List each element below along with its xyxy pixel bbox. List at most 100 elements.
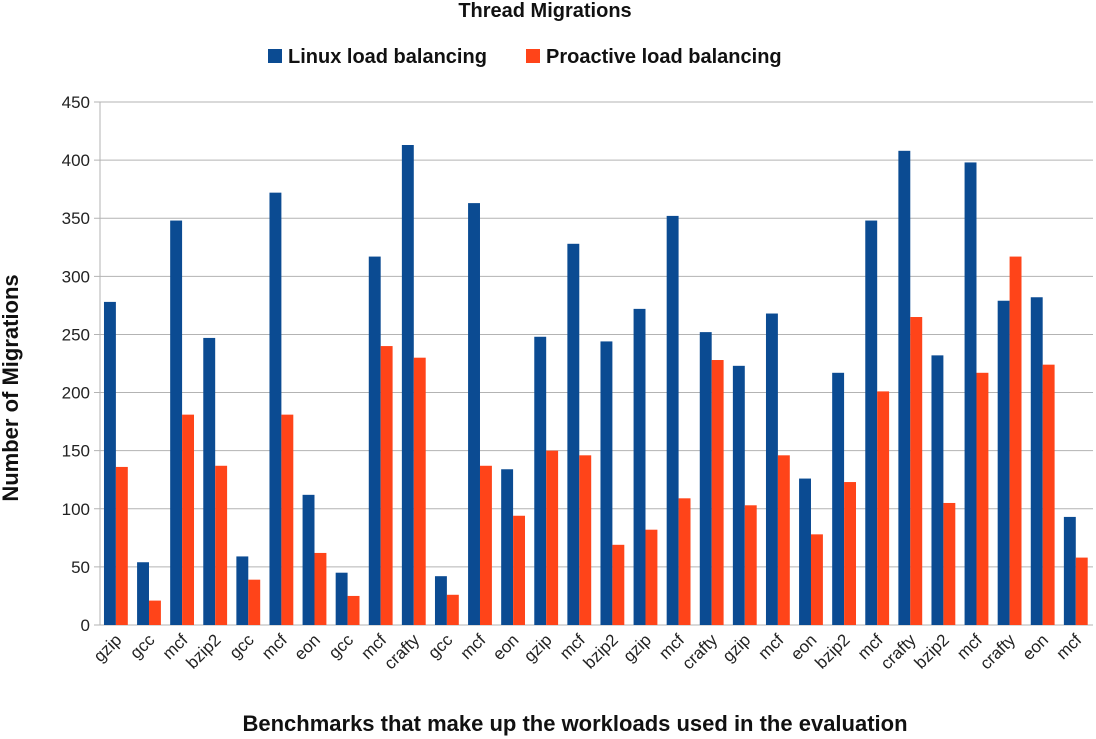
bar-proactive-mcf bbox=[380, 346, 393, 625]
bar-linux-gzip bbox=[534, 336, 547, 625]
bar-linux-mcf bbox=[468, 203, 480, 625]
x-tick-label: crafty bbox=[877, 630, 920, 673]
bars bbox=[103, 145, 1088, 626]
x-tick-label: gcc bbox=[424, 630, 456, 662]
y-tick-label: 100 bbox=[62, 500, 90, 519]
bar-linux-gcc bbox=[335, 572, 348, 625]
bar-proactive-mcf bbox=[877, 391, 890, 625]
legend-swatch bbox=[526, 49, 540, 63]
bar-proactive-bzip2 bbox=[612, 544, 625, 625]
bar-linux-bzip2 bbox=[600, 341, 613, 625]
bar-linux-mcf bbox=[666, 215, 679, 626]
chart-title: Thread Migrations bbox=[458, 0, 631, 22]
bar-proactive-gzip bbox=[645, 529, 658, 625]
bar-linux-gzip bbox=[103, 301, 116, 625]
bar-linux-gcc bbox=[236, 556, 249, 625]
y-axis-ticks: 0 50 100 150 200 250 300 350 400 450 bbox=[62, 93, 90, 635]
x-tick-label: eon bbox=[1019, 630, 1052, 663]
bar-linux-crafty bbox=[997, 300, 1010, 625]
bar-linux-gcc bbox=[137, 562, 149, 625]
bar-linux-eon bbox=[799, 478, 811, 625]
x-axis-title: Benchmarks that make up the workloads us… bbox=[242, 711, 907, 736]
y-tick-label: 200 bbox=[62, 384, 90, 403]
x-tick-label: gzip bbox=[520, 630, 555, 665]
x-tick-label: mcf bbox=[1052, 630, 1085, 663]
x-tick-label: bzip2 bbox=[911, 630, 953, 672]
bar-proactive-gzip bbox=[115, 466, 128, 625]
x-tick-label: mcf bbox=[258, 630, 291, 663]
y-tick-label: 250 bbox=[62, 325, 90, 344]
legend-swatch bbox=[268, 49, 282, 63]
y-tick-label: 350 bbox=[62, 209, 90, 228]
bar-linux-crafty bbox=[401, 145, 414, 625]
bar-proactive-eon bbox=[810, 534, 823, 625]
x-tick-label: bzip2 bbox=[183, 630, 225, 672]
bar-proactive-crafty bbox=[711, 360, 724, 625]
bar-proactive-bzip2 bbox=[943, 502, 956, 625]
bar-linux-gcc bbox=[434, 576, 447, 625]
bar-proactive-eon bbox=[314, 552, 327, 625]
bar-linux-mcf bbox=[170, 220, 183, 625]
y-tick-label: 50 bbox=[71, 558, 90, 577]
bar-linux-bzip2 bbox=[203, 337, 216, 625]
y-tick-label: 450 bbox=[62, 93, 90, 112]
legend: Linux load balancing Proactive load balan… bbox=[268, 46, 782, 68]
x-tick-label: gzip bbox=[619, 630, 654, 665]
x-tick-label: gzip bbox=[90, 630, 125, 665]
x-tick-label: gzip bbox=[719, 630, 754, 665]
x-tick-label: eon bbox=[489, 630, 522, 663]
y-tick-label: 0 bbox=[81, 616, 90, 635]
x-tick-label: crafty bbox=[678, 630, 721, 673]
x-tick-label: mcf bbox=[457, 630, 490, 663]
x-tick-label: gcc bbox=[226, 630, 258, 662]
bar-linux-mcf bbox=[765, 313, 778, 625]
bar-proactive-mcf bbox=[1075, 557, 1088, 625]
bar-proactive-crafty bbox=[1009, 256, 1022, 625]
legend-label: Proactive load balancing bbox=[546, 46, 782, 68]
bar-linux-eon bbox=[501, 469, 514, 625]
bar-linux-bzip2 bbox=[931, 355, 944, 625]
x-tick-label: bzip2 bbox=[811, 630, 853, 672]
bar-linux-gzip bbox=[633, 308, 646, 625]
y-tick-label: 150 bbox=[62, 442, 90, 461]
gridlines bbox=[94, 101, 1093, 626]
bar-proactive-crafty bbox=[910, 317, 923, 625]
y-tick-label: 400 bbox=[62, 151, 90, 170]
bar-proactive-mcf bbox=[976, 372, 989, 625]
bar-proactive-eon bbox=[1042, 364, 1055, 625]
bar-proactive-bzip2 bbox=[844, 482, 857, 625]
x-tick-label: mcf bbox=[755, 630, 788, 663]
y-tick-label: 300 bbox=[62, 267, 90, 286]
bar-proactive-mcf bbox=[678, 498, 691, 625]
bar-linux-mcf bbox=[269, 192, 282, 626]
bar-linux-mcf bbox=[964, 162, 977, 626]
bar-proactive-eon bbox=[513, 515, 526, 625]
bar-proactive-mcf bbox=[479, 465, 492, 625]
legend-label: Linux load balancing bbox=[288, 46, 487, 68]
bar-linux-mcf bbox=[567, 243, 580, 625]
bar-linux-bzip2 bbox=[832, 372, 845, 625]
bar-proactive-gcc bbox=[248, 579, 261, 625]
bar-proactive-gcc bbox=[347, 595, 360, 625]
bar-linux-mcf bbox=[865, 220, 878, 625]
bar-proactive-gcc bbox=[446, 594, 459, 625]
x-tick-label: crafty bbox=[380, 630, 423, 673]
bar-proactive-gcc bbox=[148, 600, 161, 625]
bar-proactive-gzip bbox=[546, 450, 559, 625]
bar-linux-crafty bbox=[898, 150, 911, 625]
bar-proactive-gzip bbox=[744, 505, 757, 625]
y-axis-title: Number of Migrations bbox=[0, 274, 23, 501]
x-tick-label: crafty bbox=[976, 630, 1019, 673]
bar-linux-gzip bbox=[732, 365, 745, 625]
bar-proactive-mcf bbox=[777, 455, 790, 625]
bar-linux-mcf bbox=[368, 256, 381, 625]
bar-proactive-crafty bbox=[413, 357, 426, 625]
x-tick-label: bzip2 bbox=[580, 630, 622, 672]
bar-linux-eon bbox=[1030, 297, 1043, 625]
x-tick-label: eon bbox=[290, 630, 323, 663]
bar-linux-mcf bbox=[1063, 516, 1076, 625]
bar-linux-eon bbox=[302, 494, 315, 625]
bar-proactive-bzip2 bbox=[215, 465, 228, 625]
x-tick-label: gcc bbox=[325, 630, 357, 662]
